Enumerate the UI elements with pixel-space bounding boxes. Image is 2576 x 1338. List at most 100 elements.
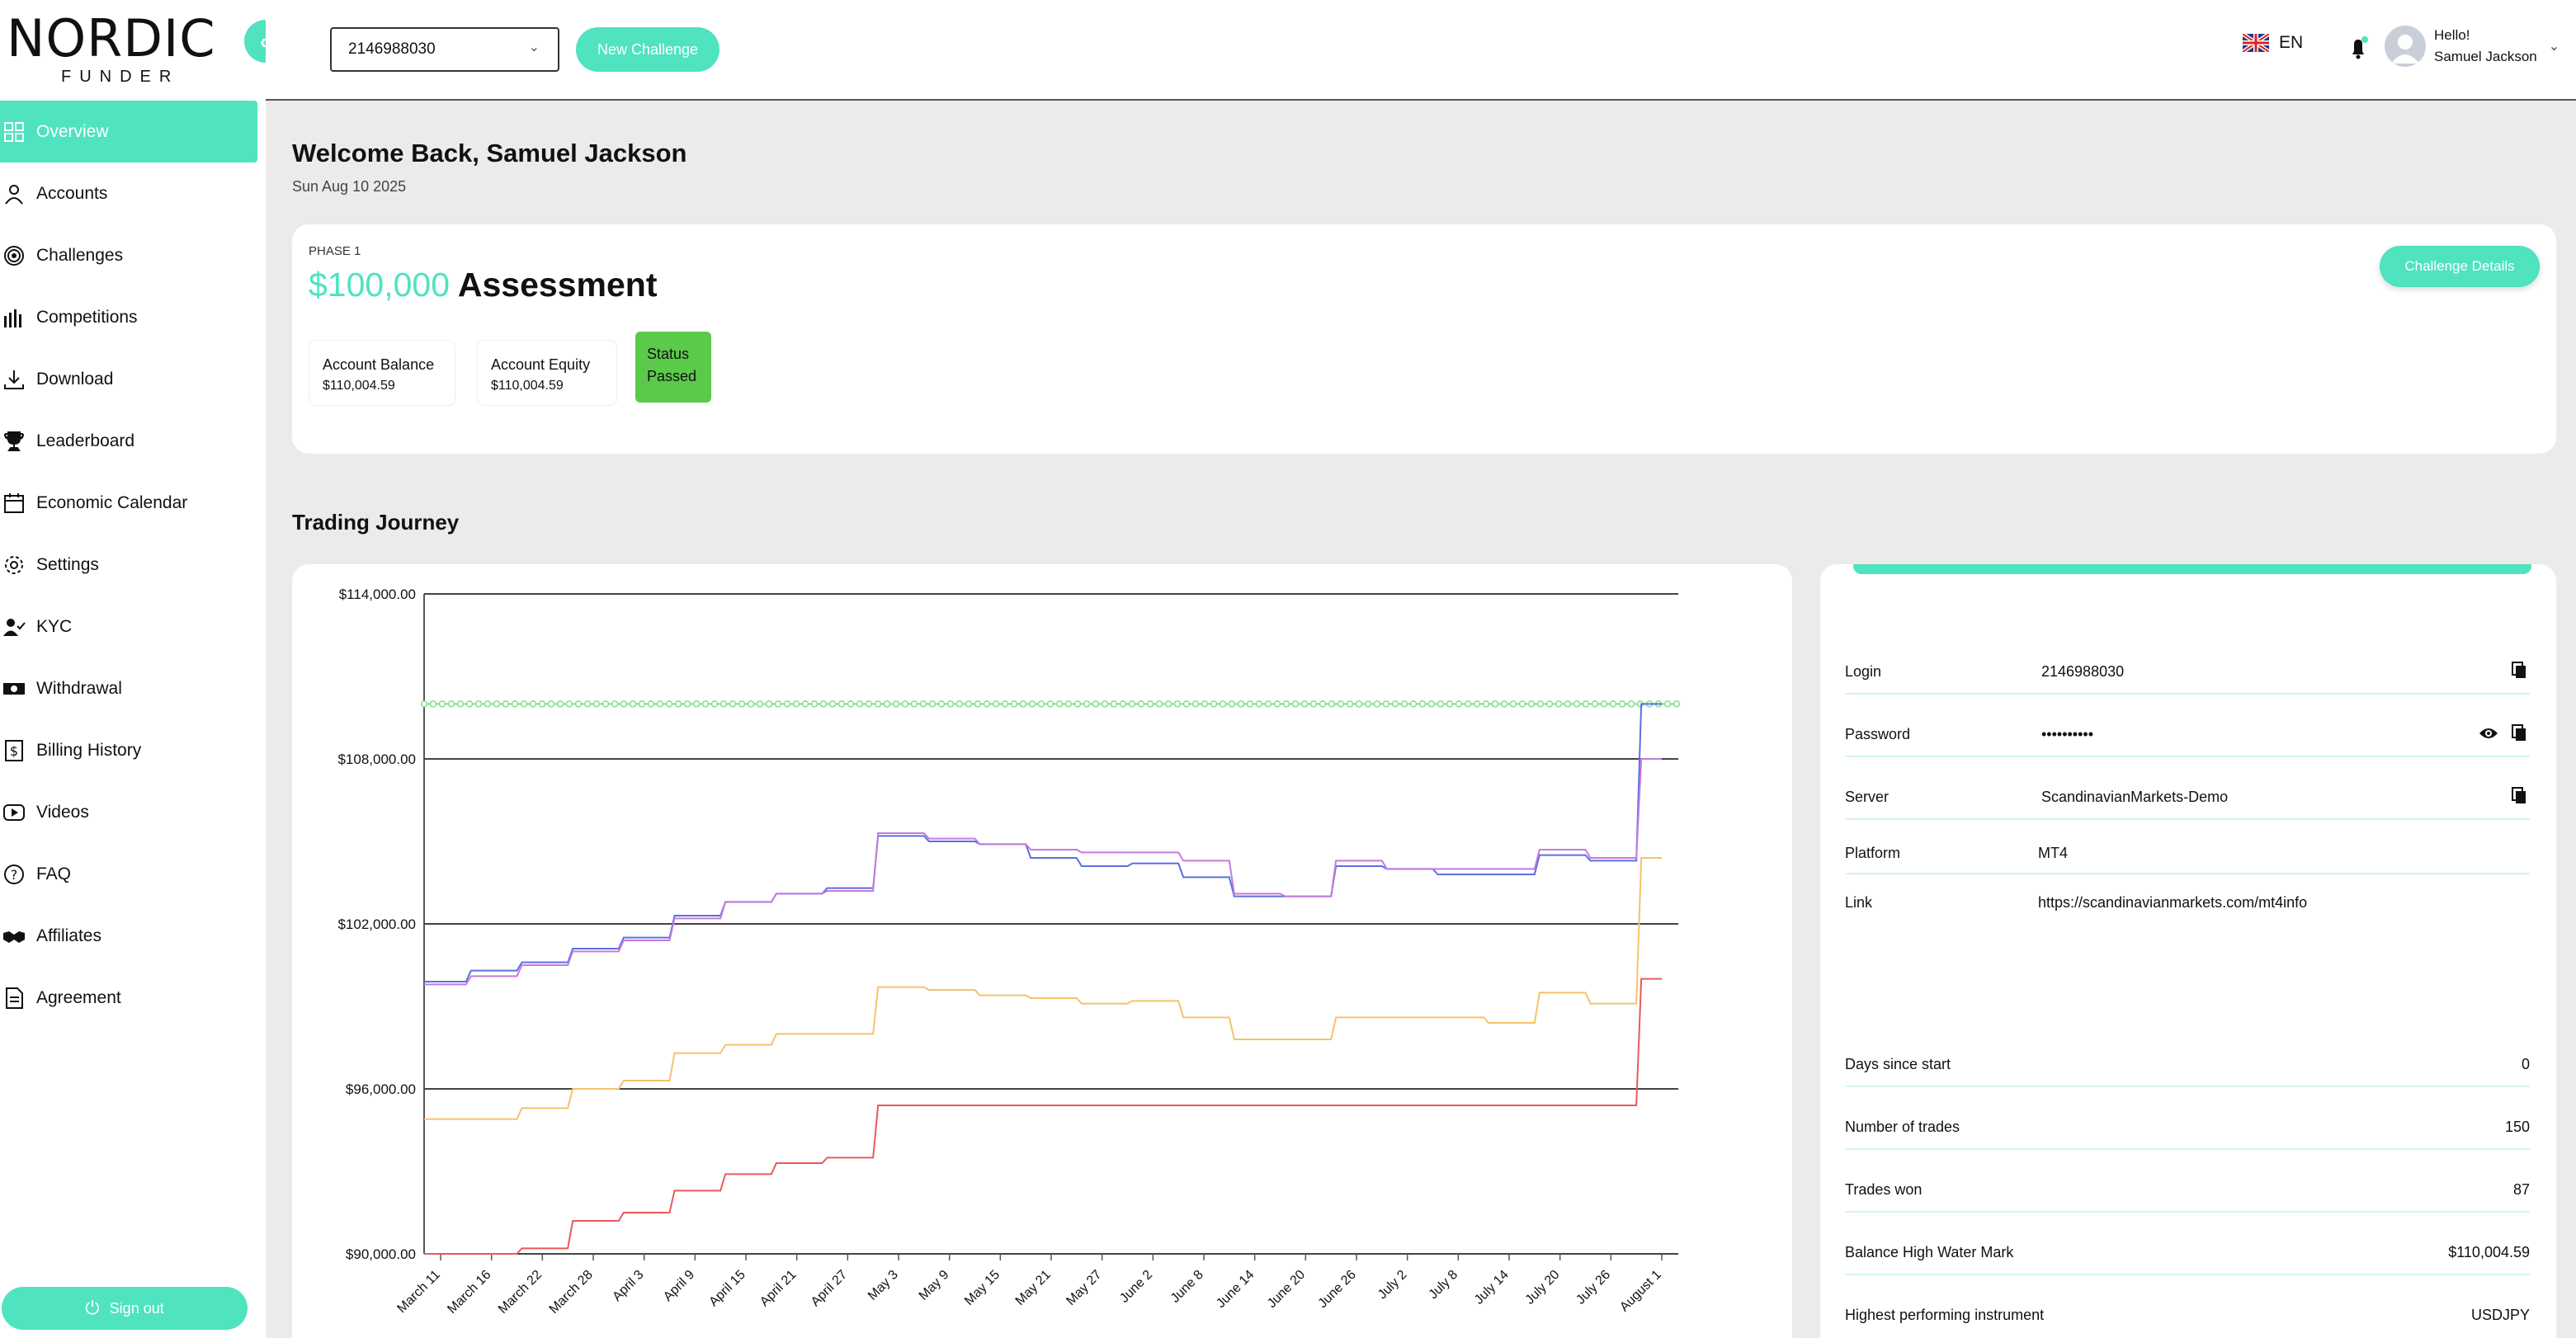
- target-line-marker: [1346, 700, 1354, 708]
- target-line-marker: [556, 700, 564, 708]
- sidebar-item-label: Economic Calendar: [36, 492, 188, 512]
- sidebar-item-faq[interactable]: ? FAQ: [0, 843, 257, 905]
- sidebar-item-label: KYC: [36, 616, 73, 636]
- topbar: 2146988030 ⌄ New Challenge EN Hello! Sa: [266, 0, 2576, 101]
- target-line-marker: [583, 700, 592, 708]
- target-line-marker: [1600, 700, 1608, 708]
- target-line-marker: [1464, 700, 1472, 708]
- target-line-marker: [592, 700, 601, 708]
- sidebar-item-label: Competitions: [36, 307, 138, 327]
- sign-out-button[interactable]: ⏻ Sign out: [2, 1287, 248, 1330]
- target-line-marker: [1627, 700, 1635, 708]
- sidebar-item-affiliates[interactable]: Affiliates: [0, 905, 257, 967]
- sidebar-item-leaderboard[interactable]: Leaderboard: [0, 410, 257, 472]
- eye-icon[interactable]: [2479, 726, 2498, 741]
- copy-icon[interactable]: [2512, 787, 2526, 805]
- sidebar-item-kyc[interactable]: KYC: [0, 596, 257, 657]
- x-tick-label: July 8: [1427, 1268, 1461, 1303]
- brand-logo[interactable]: NORDIC FUNDER: [7, 13, 246, 92]
- account-equity-box: Account Equity $110,004.59: [477, 340, 617, 406]
- avatar-person-icon: [2391, 35, 2419, 64]
- y-tick-label: $102,000.00: [337, 916, 416, 932]
- sidebar-item-economic-calendar[interactable]: Economic Calendar: [0, 472, 257, 534]
- sidebar-item-withdrawal[interactable]: Withdrawal: [0, 657, 257, 719]
- brand-name: NORDIC: [7, 8, 216, 68]
- x-tick-label: April 21: [757, 1268, 799, 1309]
- sidebar-item-settings[interactable]: Settings: [0, 534, 257, 596]
- target-line-marker: [1337, 700, 1345, 708]
- sidebar-item-videos[interactable]: Videos: [0, 781, 257, 843]
- target-line-marker: [1073, 700, 1082, 708]
- cash-icon: [2, 676, 26, 701]
- target-line-marker: [1509, 700, 1517, 708]
- sign-out-label: Sign out: [109, 1299, 164, 1317]
- server-label: Server: [1845, 789, 1890, 805]
- user-menu[interactable]: Hello! Samuel Jackson ⌄: [2385, 25, 2559, 68]
- sidebar-item-label: Accounts: [36, 183, 108, 203]
- target-line-marker: [538, 700, 546, 708]
- target-line-marker: [565, 700, 573, 708]
- sidebar-item-challenges[interactable]: Challenges: [0, 224, 257, 286]
- sidebar-item-billing-history[interactable]: $ Billing History: [0, 719, 257, 781]
- platform-row: Platform MT4: [1845, 845, 2530, 874]
- user-icon: [2, 181, 26, 206]
- sidebar-item-competitions[interactable]: Competitions: [0, 286, 257, 348]
- sidebar-item-label: Settings: [36, 554, 99, 574]
- copy-icon[interactable]: [2512, 662, 2526, 680]
- sidebar-item-label: Download: [36, 369, 114, 389]
- stat-value: 150: [2504, 1119, 2530, 1135]
- sidebar-item-accounts[interactable]: Accounts: [0, 163, 257, 224]
- target-line-marker: [955, 700, 964, 708]
- target-line-marker: [1300, 700, 1309, 708]
- y-tick-label: $90,000.00: [346, 1246, 416, 1262]
- target-line-marker: [1191, 700, 1200, 708]
- account-select[interactable]: 2146988030 ⌄: [330, 27, 559, 72]
- password-row: Password ••••••••••: [1845, 724, 2530, 757]
- sidebar-item-download[interactable]: Download: [0, 348, 257, 410]
- series-line-equity: [424, 758, 1662, 986]
- sidebar-item-overview[interactable]: Overview: [0, 101, 257, 163]
- target-line-marker: [1255, 700, 1263, 708]
- sidebar-item-agreement[interactable]: Agreement: [0, 967, 257, 1029]
- target-line-marker: [1427, 700, 1436, 708]
- copy-icon[interactable]: [2512, 724, 2526, 742]
- sidebar-item-label: Agreement: [36, 987, 121, 1007]
- x-tick-label: March 22: [496, 1268, 545, 1317]
- x-tick-label: May 15: [962, 1268, 1003, 1308]
- grid-icon: [2, 120, 26, 144]
- target-line-marker: [701, 700, 710, 708]
- stat-row-trades-won: Trades won 87: [1845, 1181, 2530, 1213]
- x-tick-label: June 2: [1117, 1268, 1155, 1306]
- series-line-balance: [424, 703, 1662, 982]
- x-tick-label: March 28: [547, 1268, 596, 1317]
- link-value[interactable]: https://scandinavianmarkets.com/mt4info: [2038, 894, 2308, 911]
- user-check-icon: [2, 615, 26, 639]
- new-challenge-button[interactable]: New Challenge: [576, 27, 719, 72]
- target-line-marker: [819, 700, 828, 708]
- stat-value: $110,004.59: [2448, 1244, 2530, 1260]
- language-selector[interactable]: EN: [2243, 33, 2303, 53]
- bell-icon[interactable]: [2345, 33, 2371, 63]
- status-label: Status: [647, 346, 690, 362]
- target-line-marker: [438, 700, 446, 708]
- target-line-marker: [674, 700, 682, 708]
- question-icon: ?: [2, 862, 26, 887]
- target-line-marker: [983, 700, 991, 708]
- stat-label: Balance High Water Mark: [1845, 1244, 2014, 1260]
- target-line-marker: [1237, 700, 1245, 708]
- target-line-marker: [1246, 700, 1254, 708]
- target-line-marker: [883, 700, 891, 708]
- target-line-marker: [1083, 700, 1091, 708]
- x-tick-label: June 20: [1265, 1268, 1308, 1311]
- target-line-marker: [992, 700, 1000, 708]
- series-line-red: [424, 978, 1662, 1255]
- account-equity-label: Account Equity: [491, 356, 591, 373]
- chevron-down-icon: ⌄: [528, 40, 540, 54]
- target-line-marker: [1618, 700, 1626, 708]
- challenge-details-button[interactable]: Challenge Details: [2380, 246, 2540, 287]
- target-line-marker: [1355, 700, 1363, 708]
- target-line-marker: [1146, 700, 1154, 708]
- target-line-marker: [656, 700, 664, 708]
- target-line-marker: [420, 700, 428, 708]
- target-line-marker: [1437, 700, 1445, 708]
